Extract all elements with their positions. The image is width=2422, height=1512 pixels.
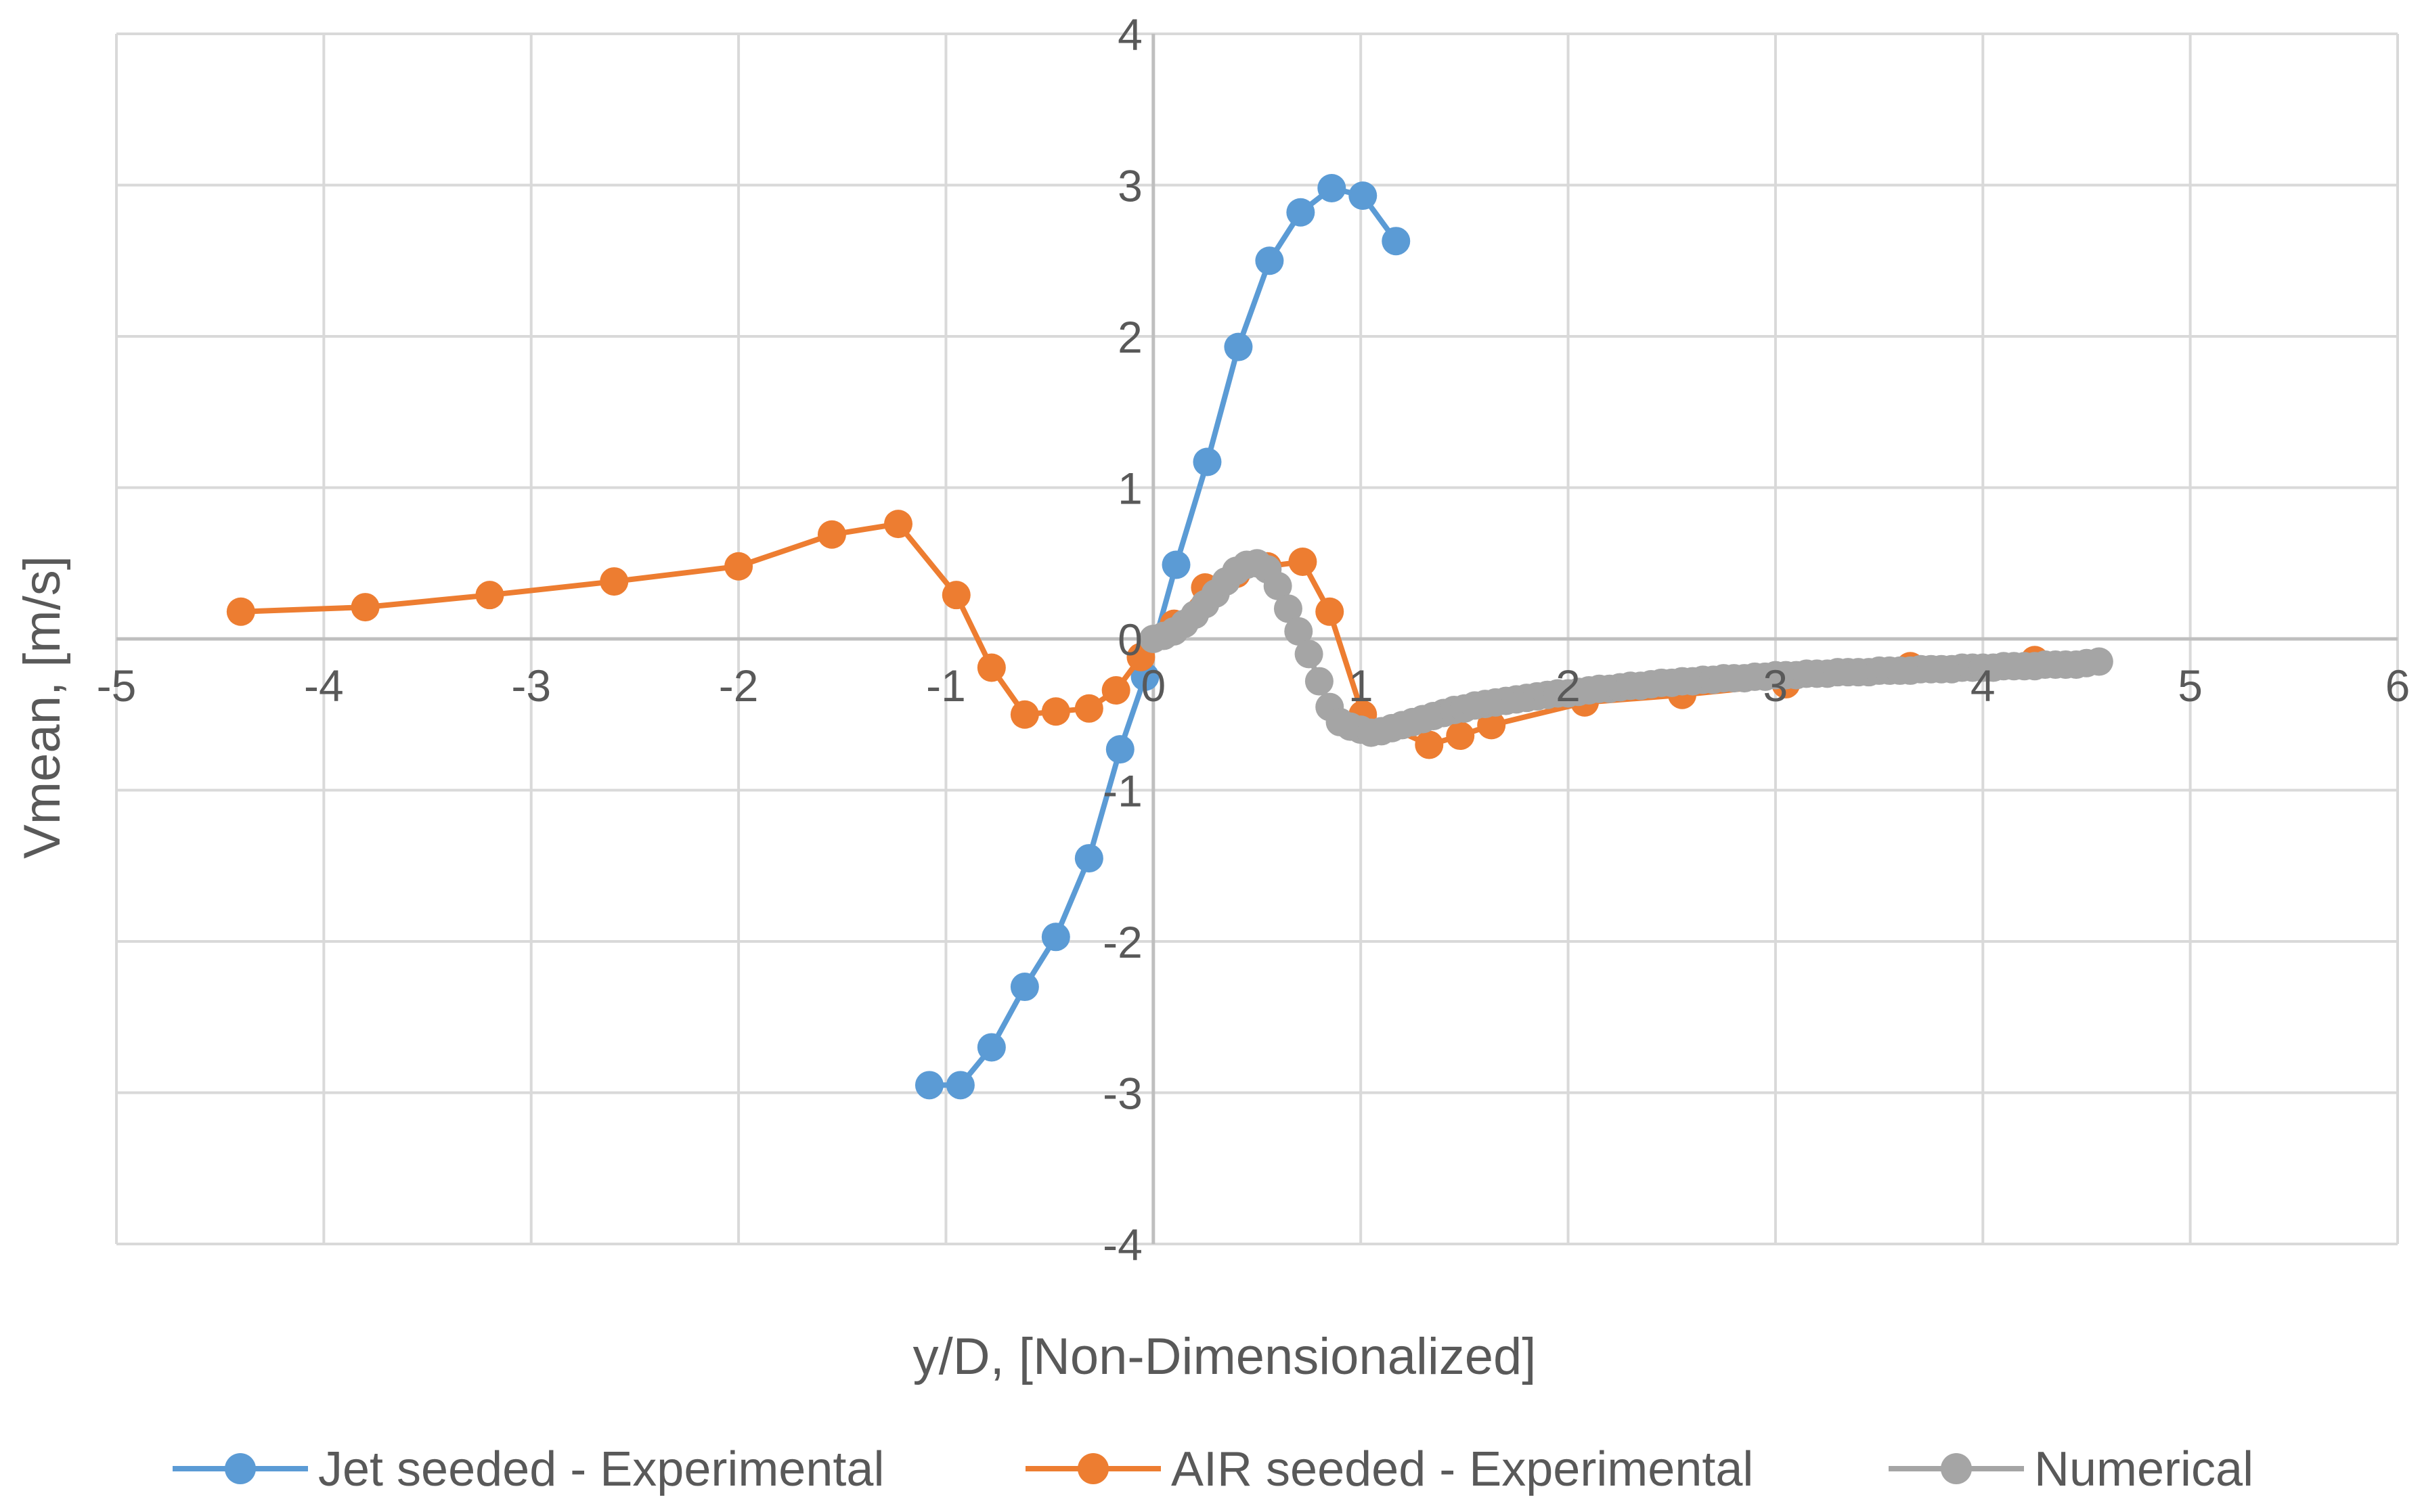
data-point: [1286, 198, 1315, 227]
x-tick-label: 6: [2385, 661, 2410, 711]
x-tick-label: -4: [304, 661, 344, 711]
data-point: [1263, 571, 1292, 600]
y-tick-label: 2: [1118, 312, 1143, 362]
data-point: [817, 520, 846, 549]
x-tick-label: -1: [926, 661, 966, 711]
data-point: [226, 597, 255, 626]
data-point: [1074, 844, 1103, 873]
x-tick-label: 0: [1141, 661, 1166, 711]
y-tick-label: 1: [1118, 464, 1143, 514]
y-tick-label: -4: [1103, 1220, 1143, 1270]
x-tick-label: 5: [2178, 661, 2203, 711]
data-point: [883, 510, 912, 539]
legend-label: Jet seeded - Experimental: [318, 1442, 884, 1496]
data-point: [1010, 700, 1039, 729]
data-point: [1255, 246, 1284, 275]
data-point: [1041, 697, 1070, 726]
data-point: [1224, 332, 1253, 361]
y-tick-label: -2: [1103, 917, 1143, 967]
legend-label: AIR seeded - Experimental: [1171, 1442, 1753, 1496]
data-point: [1415, 730, 1444, 759]
data-point: [942, 581, 971, 610]
legend-marker: [225, 1453, 256, 1484]
data-point: [1288, 548, 1317, 577]
data-point: [1446, 721, 1475, 751]
data-point: [1315, 597, 1344, 626]
x-tick-label: -2: [719, 661, 759, 711]
data-point: [1348, 181, 1378, 210]
data-point: [2084, 647, 2113, 676]
data-point: [1382, 227, 1411, 256]
y-axis-title: Vmean, [m/s]: [14, 556, 71, 859]
y-tick-label: 3: [1118, 161, 1143, 211]
data-point: [1162, 550, 1191, 579]
y-tick-label: 4: [1118, 9, 1143, 60]
legend-marker: [1941, 1453, 1972, 1484]
legend: Jet seeded - Experimental AIR seeded - Ex…: [173, 1442, 2253, 1496]
data-point: [1193, 447, 1222, 476]
series-group: [1139, 549, 2113, 747]
data-point: [1273, 594, 1302, 623]
series: [226, 173, 2113, 1100]
data-point: [977, 1033, 1006, 1062]
x-tick-label: 3: [1763, 661, 1788, 711]
data-point: [1101, 675, 1130, 705]
data-point: [600, 567, 629, 596]
x-tick-label: -5: [97, 661, 137, 711]
data-point: [351, 593, 380, 622]
data-point: [946, 1071, 975, 1100]
x-tick-label: -3: [511, 661, 551, 711]
y-tick-label: -1: [1103, 766, 1143, 816]
legend-marker: [1078, 1453, 1109, 1484]
data-point: [1010, 973, 1039, 1002]
tick-labels: -5 -4 -3 -2 -1 0 1 2 3 4 5 6 -4 -3 -2 -1 0 1 2 3 4: [97, 9, 2410, 1270]
data-point: [1041, 922, 1070, 952]
legend-entry: Numerical: [1889, 1442, 2253, 1496]
y-tick-label: -3: [1103, 1069, 1143, 1119]
legend-label: Numerical: [2034, 1442, 2253, 1496]
x-tick-label: 4: [1970, 661, 1996, 711]
data-point: [977, 653, 1006, 682]
data-point: [475, 581, 504, 610]
data-point: [724, 552, 753, 581]
data-point: [1284, 617, 1313, 646]
data-point: [1317, 173, 1346, 202]
x-tick-label: 2: [1556, 661, 1581, 711]
legend-entry: AIR seeded - Experimental: [1026, 1442, 1753, 1496]
legend-entry: Jet seeded - Experimental: [173, 1442, 884, 1496]
y-tick-label: 0: [1118, 615, 1143, 665]
data-point: [1294, 640, 1323, 669]
data-point: [1304, 667, 1334, 696]
data-point: [915, 1071, 944, 1100]
x-axis-title: y/D, [Non-Dimensionalized]: [913, 1328, 1537, 1385]
data-point: [1074, 694, 1103, 723]
x-tick-label: 1: [1348, 661, 1373, 711]
data-point: [1105, 735, 1135, 764]
